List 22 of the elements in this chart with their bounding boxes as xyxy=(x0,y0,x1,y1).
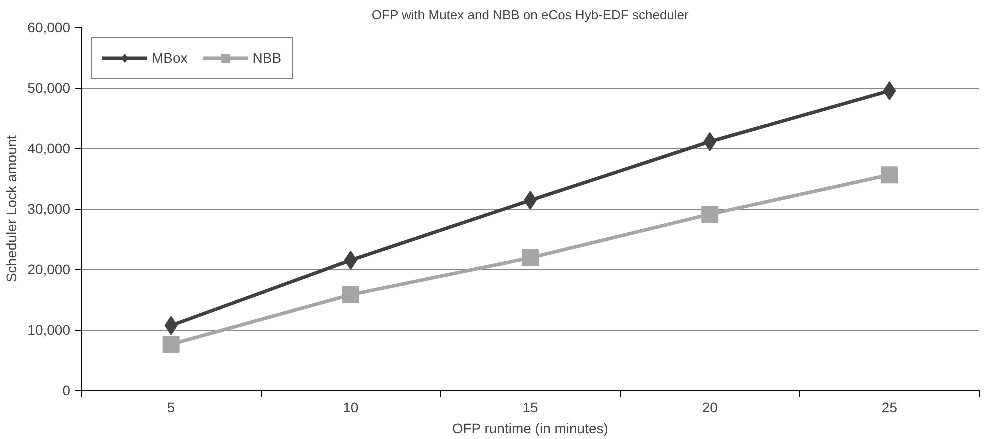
point xyxy=(162,336,180,354)
point xyxy=(342,286,360,304)
y-tick-label: 50,000 xyxy=(28,80,71,96)
point xyxy=(881,166,898,184)
x-axis-title: OFP runtime (in minutes) xyxy=(452,420,608,436)
legend-label: NBB xyxy=(252,50,282,66)
x-tick-label: 5 xyxy=(167,400,176,416)
y-axis-title: Scheduler Lock amount xyxy=(4,135,20,283)
y-tick-label: 10,000 xyxy=(28,322,71,338)
y-tick-label: 40,000 xyxy=(28,140,71,156)
y-tick-label: 20,000 xyxy=(28,262,71,278)
x-tick-label: 15 xyxy=(522,400,538,416)
x-tick-label: 10 xyxy=(343,400,359,416)
y-tick-label: 30,000 xyxy=(28,201,71,217)
point xyxy=(702,206,719,223)
x-tick-label: 25 xyxy=(882,400,898,416)
legend-label: MBox xyxy=(152,50,188,66)
y-tick-label: 60,000 xyxy=(28,20,71,36)
chart-title: OFP with Mutex and NBB on eCos Hyb-EDF scheduler xyxy=(372,8,690,22)
y-tick-label: 0 xyxy=(62,382,71,398)
point xyxy=(522,250,539,267)
x-tick-label: 20 xyxy=(702,400,718,416)
